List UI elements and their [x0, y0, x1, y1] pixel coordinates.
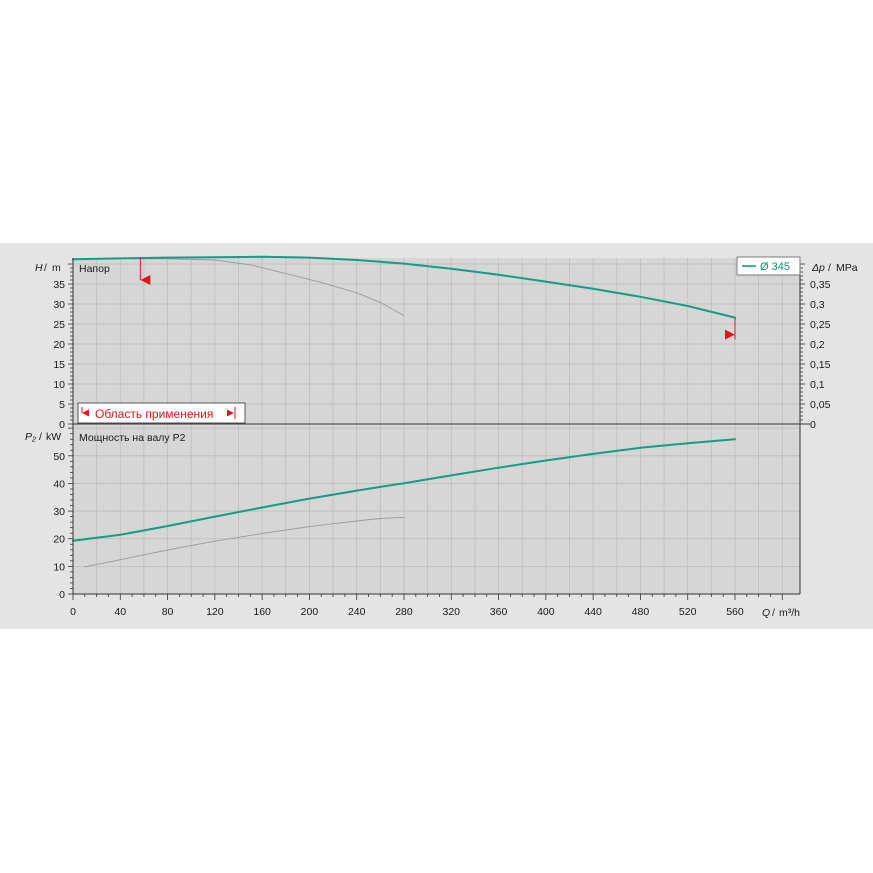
y2-tick-label-head: 0,05	[810, 399, 831, 411]
y2-tick-label-head: 0	[810, 419, 816, 431]
operating-range-label: Область применения	[95, 407, 213, 421]
y-axis-title-head: H / m	[35, 262, 61, 274]
y-axis-separator-head: /	[44, 262, 47, 274]
legend-label: Ø 345	[760, 261, 790, 273]
x-axis-symbol: Q	[762, 607, 770, 619]
x-tick-label: 40	[114, 606, 126, 618]
y2-tick-label-head: 0,25	[810, 319, 831, 331]
y2-axis-separator-head: /	[828, 262, 831, 274]
head-plot-area	[73, 258, 800, 424]
y-tick-label-power: 20	[53, 534, 65, 546]
head-curve-secondary	[131, 258, 405, 317]
legend: Ø 345	[736, 256, 801, 276]
power-panel-title: Мощность на валу P2	[79, 432, 186, 444]
y-tick-label-head: 30	[53, 299, 65, 311]
y-tick-label-head: 0	[59, 419, 65, 431]
y-tick-label-power: 0	[59, 589, 65, 601]
x-tick-label: 160	[253, 606, 271, 618]
pump-curve-chart: 0 5 10 15 20 25 30 35 0 0,05 0,1 0,15 0,2 0,25 0,3 0,35…	[25, 255, 858, 619]
range-end-arrow-icon	[724, 329, 735, 340]
y2-tick-label-head: 0,35	[810, 279, 831, 291]
y2-axis-unit-head: MPa	[836, 262, 858, 274]
x-tick-label: 480	[632, 606, 650, 618]
x-axis-separator: /	[772, 607, 775, 619]
x-tick-label: 520	[679, 606, 697, 618]
tick-labels: 0 5 10 15 20 25 30 35 0 0,05 0,1 0,15 0,2 0,25 0,3 0,35…	[53, 279, 830, 618]
x-tick-label: 80	[162, 606, 174, 618]
curves	[72, 255, 736, 568]
power-curve-d345	[72, 438, 736, 542]
x-axis-unit: m³/h	[779, 607, 800, 619]
operating-range-markers	[139, 258, 736, 340]
y-tick-label-head: 5	[59, 399, 65, 411]
head-curve-d345	[72, 255, 736, 319]
x-tick-label: 120	[206, 606, 224, 618]
pump-curve-chart-panel: 0 5 10 15 20 25 30 35 0 0,05 0,1 0,15 0,2 0,25 0,3 0,35…	[0, 243, 873, 629]
x-tick-label: 280	[395, 606, 413, 618]
y2-axis-symbol-head: Δp	[811, 262, 825, 274]
y-tick-label-power: 30	[53, 506, 65, 518]
y-axis-symbol-head: H	[35, 262, 43, 274]
x-tick-label: 200	[301, 606, 319, 618]
y-tick-label-power: 10	[53, 561, 65, 573]
y2-tick-label-head: 0,3	[810, 299, 825, 311]
y-axis-symbol-power: P₂	[25, 431, 36, 443]
y-tick-label-head: 10	[53, 379, 65, 391]
x-tick-label: 560	[726, 606, 744, 618]
x-axis-title: Q / m³/h	[762, 607, 800, 619]
y2-axis-title-head: Δp / MPa	[811, 262, 858, 274]
operating-range-legend: Область применения	[77, 402, 246, 424]
y-tick-label-power: 50	[53, 451, 65, 463]
y2-tick-label-head: 0,15	[810, 359, 831, 371]
y-tick-label-head: 15	[53, 359, 65, 371]
y-tick-label-head: 25	[53, 319, 65, 331]
operating-range-box	[77, 402, 246, 424]
range-left-arrow-icon	[82, 409, 89, 417]
x-tick-label: 240	[348, 606, 366, 618]
head-panel-title: Напор	[79, 263, 110, 275]
y-axis-title-power: P₂ / kW	[25, 431, 61, 443]
y-axis-unit-head: m	[52, 262, 61, 274]
x-tick-label: 0	[70, 606, 76, 618]
x-tick-label: 320	[443, 606, 461, 618]
x-tick-label: 400	[537, 606, 555, 618]
y-tick-label-head: 35	[53, 279, 65, 291]
grid-lines	[73, 258, 800, 594]
y-tick-label-power: 40	[53, 478, 65, 490]
y-axis-separator-power: /	[39, 431, 42, 443]
x-tick-label: 360	[490, 606, 508, 618]
legend-box	[736, 256, 801, 276]
power-plot-area	[73, 424, 800, 594]
axes	[68, 258, 810, 600]
x-tick-label: 440	[584, 606, 602, 618]
range-right-arrow-icon	[227, 409, 234, 417]
y-tick-label-head: 20	[53, 339, 65, 351]
y2-tick-label-head: 0,1	[810, 379, 825, 391]
range-start-arrow-icon	[140, 275, 151, 286]
y2-tick-label-head: 0,2	[810, 339, 825, 351]
power-curve-secondary	[84, 516, 405, 568]
y-axis-unit-power: kW	[46, 431, 61, 443]
